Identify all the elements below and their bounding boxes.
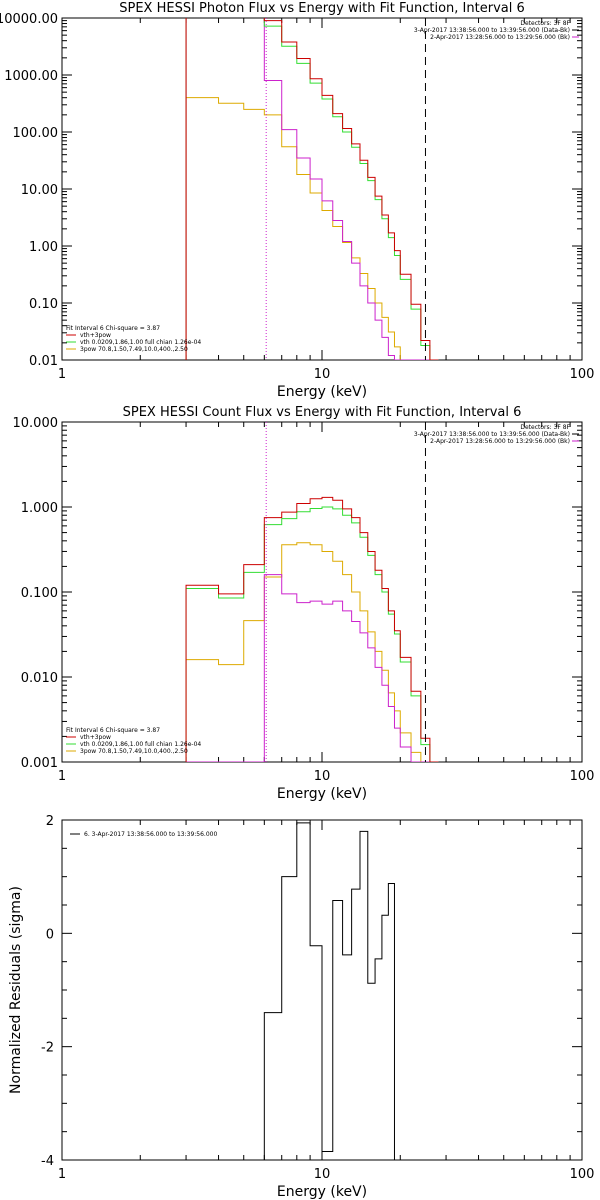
y-tick-label: 10.00 [21, 183, 58, 198]
y-tick-label: 0.001 [21, 756, 58, 771]
series-line-bk [185, 18, 439, 360]
y-tick-label: 10.000 [13, 416, 59, 431]
header-text: Detectors: 3F 8F [520, 20, 570, 27]
legend-entry: 3pow 70.8,1.50,7.49,10.0,400.,2.50 [80, 346, 188, 353]
chart-title: SPEX HESSI Photon Flux vs Energy with Fi… [119, 1, 525, 16]
x-tick-label: 1 [58, 367, 66, 382]
y-tick-label: 0.01 [29, 354, 58, 369]
x-tick-label: 10 [314, 769, 331, 784]
x-tick-label: 1 [58, 1167, 66, 1182]
y-tick-label: 10000.00 [0, 12, 58, 27]
panel-2: SPEX HESSI Count Flux vs Energy with Fit… [13, 405, 595, 802]
plot-area [185, 422, 439, 762]
legend-entry: 6. 3-Apr-2017 13:38:56.000 to 13:39:56.0… [84, 831, 217, 838]
y-tick-label: 0.010 [21, 671, 58, 686]
x-axis-label: Energy (keV) [277, 1184, 367, 1200]
x-tick-label: 100 [570, 1167, 595, 1182]
series-line-bk [186, 574, 439, 762]
header-text: 3-Apr-2017 13:38:56.000 to 13:39:56.000 … [414, 431, 570, 438]
header-text: 2-Apr-2017 13:28:56.000 to 13:29:56.000 … [430, 34, 570, 41]
series-line-total [185, 496, 439, 762]
header-text: Detectors: 3F 8F [520, 424, 570, 431]
legend-entry: vth+3pow [80, 332, 111, 339]
legend-entry: vth+3pow [80, 734, 111, 741]
x-axis-label: Energy (keV) [277, 786, 367, 802]
y-tick-label: -2 [41, 1041, 54, 1056]
y-tick-label: 0.100 [21, 586, 58, 601]
panel-1: SPEX HESSI Photon Flux vs Energy with Fi… [0, 1, 594, 400]
y-tick-label: 1.000 [21, 501, 58, 516]
y-tick-label: -4 [41, 1154, 54, 1169]
plot-area [263, 822, 439, 1160]
x-tick-label: 1 [58, 769, 66, 784]
header-text: 3-Apr-2017 13:38:56.000 to 13:39:56.000 … [414, 27, 570, 34]
legend-entry: Fit Interval 6 Chi-square = 3.87 [66, 727, 160, 734]
x-tick-label: 10 [314, 1167, 331, 1182]
y-tick-label: 0 [46, 927, 54, 942]
series-line-axis [263, 822, 439, 1160]
x-axis-label: Energy (keV) [277, 384, 367, 400]
y-tick-label: 100.00 [13, 126, 59, 141]
plot-frame [61, 421, 583, 763]
y-tick-label: 1000.00 [4, 69, 58, 84]
panel-3: 1 10 100 Energy (keV) -4 -2 0 2 Normalized Resid… [8, 814, 594, 1200]
series-line-total [185, 18, 439, 360]
y-tick-label: 2 [46, 814, 54, 829]
y-axis-label: Normalized Residuals (sigma) [8, 886, 24, 1094]
header-text: 2-Apr-2017 13:28:56.000 to 13:29:56.000 … [430, 438, 570, 445]
legend-entry: 3pow 70.8,1.50,7.49,10.0,400.,2.50 [80, 748, 188, 755]
legend-entry: vth 0.0209,1.86,1.00 full chian 1.26e-04 [80, 741, 201, 748]
series-line-vth [185, 18, 439, 360]
y-tick-label: 1.00 [29, 240, 58, 255]
x-tick-label: 100 [570, 769, 595, 784]
x-tick-label: 100 [570, 367, 595, 382]
legend-entry: vth 0.0209,1.86,1.00 full chian 1.26e-04 [80, 339, 201, 346]
x-tick-label: 10 [314, 367, 331, 382]
legend-entry: Fit Interval 6 Chi-square = 3.87 [66, 325, 160, 332]
y-tick-label: 0.10 [29, 297, 58, 312]
plot-area [185, 18, 439, 360]
series-line-bpow [185, 97, 439, 360]
chart-title: SPEX HESSI Count Flux vs Energy with Fit… [123, 405, 522, 420]
